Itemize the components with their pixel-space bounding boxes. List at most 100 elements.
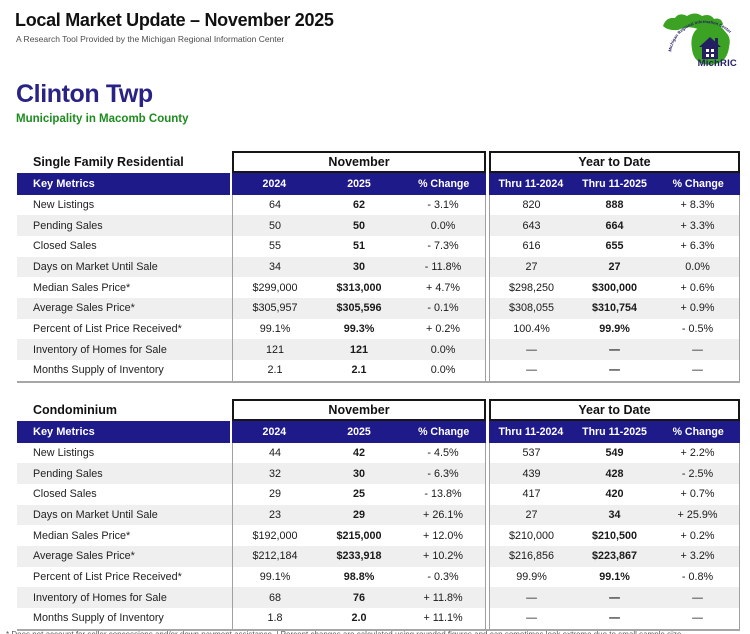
metric-label: Days on Market Until Sale [17, 256, 232, 278]
cell-ytd-change: — [692, 364, 703, 377]
cell-ytd-2025: $300,000 [591, 281, 638, 294]
col-header-2025: 2025 [347, 177, 371, 190]
cell-ytd-change: + 6.3% [680, 240, 715, 253]
table-row: Percent of List Price Received* 99.1% 98… [17, 566, 740, 588]
cell-month-change: - 0.3% [427, 570, 459, 583]
cell-month-2024: $212,184 [252, 550, 298, 563]
cell-month-2024: $192,000 [252, 529, 298, 542]
col-header-thru-2025: Thru 11-2025 [582, 177, 647, 190]
cell-month-change: 0.0% [430, 364, 456, 377]
location-type: Municipality in Macomb County [16, 113, 189, 125]
column-header-row: Key Metrics 2024 2025 % Change Thru 11-2… [17, 173, 740, 195]
cell-month-2025: 76 [352, 591, 365, 604]
table-row: New Listings 64 62 - 3.1% 820 888 + 8.3% [17, 194, 740, 216]
cell-month-change: - 13.8% [424, 488, 462, 501]
table-row: Closed Sales 29 25 - 13.8% 417 420 + 0.7… [17, 483, 740, 505]
table-row: Days on Market Until Sale 23 29 + 26.1% … [17, 504, 740, 526]
cell-ytd-change: + 0.2% [680, 529, 715, 542]
report-title: Local Market Update – November 2025 [15, 10, 334, 30]
metric-label: Average Sales Price* [17, 297, 232, 319]
table-row: Days on Market Until Sale 34 30 - 11.8% … [17, 256, 740, 278]
col-header-ytd-pct-change: % Change [672, 425, 724, 438]
cell-month-2025: 29 [352, 508, 365, 521]
cell-ytd-2025: 99.1% [599, 570, 630, 583]
cell-month-2025: 30 [352, 467, 365, 480]
cell-month-change: + 4.7% [426, 281, 460, 294]
cell-ytd-change: + 8.3% [680, 198, 715, 211]
cell-month-2024: 121 [265, 343, 284, 356]
michigan-map-icon: Michigan Regional Information Center [663, 13, 733, 65]
metric-label: Median Sales Price* [33, 281, 131, 294]
metric-label: New Listings [33, 198, 95, 211]
cell-month-2025: 99.3% [343, 322, 375, 335]
cell-month-2025: 2.1 [351, 364, 367, 377]
cell-ytd-2024: 616 [522, 240, 541, 253]
ytd-group-header: Year to Date [489, 399, 740, 421]
cell-ytd-2024: $298,250 [508, 281, 555, 294]
cell-month-2025: 50 [352, 219, 365, 232]
col-header-thru-2024: Thru 11-2024 [498, 177, 564, 190]
table-row: Median Sales Price* $299,000 $313,000 + … [17, 277, 740, 298]
cell-month-change: + 10.2% [423, 550, 463, 563]
cell-month-change: - 3.1% [427, 198, 459, 211]
cell-ytd-2024: 27 [525, 260, 538, 273]
cell-ytd-change: + 2.2% [680, 446, 715, 459]
col-header-2024: 2024 [262, 177, 287, 190]
table-row: New Listings 44 42 - 4.5% 537 549 + 2.2% [17, 442, 740, 464]
metric-label: Pending Sales [17, 463, 232, 484]
logo-label: MichRIC [697, 58, 737, 69]
cell-ytd-2025: 888 [605, 198, 624, 211]
cell-month-change: - 7.3% [427, 240, 459, 253]
metric-label: Closed Sales [33, 240, 97, 253]
table-row: Pending Sales 32 30 - 6.3% 439 428 - 2.5… [17, 463, 740, 484]
michric-logo: Michigan Regional Information Center Mic… [659, 4, 747, 70]
cell-ytd-2025: 549 [605, 446, 624, 459]
cell-month-2025: $215,000 [336, 529, 382, 542]
cell-ytd-2025: 99.9% [599, 322, 630, 335]
cell-month-2025: 62 [352, 198, 365, 211]
cell-ytd-2024: 100.4% [513, 322, 550, 335]
table-row: Median Sales Price* $192,000 $215,000 + … [17, 525, 740, 546]
cell-month-change: + 12.0% [423, 529, 463, 542]
cell-month-2024: 32 [268, 467, 281, 480]
cell-ytd-2024: 643 [522, 219, 541, 232]
month-group-header: November [232, 399, 486, 421]
cell-ytd-change: — [692, 612, 703, 625]
cell-month-2025: 51 [352, 240, 365, 253]
cell-month-2024: 64 [268, 198, 281, 211]
cell-ytd-2024: — [526, 343, 537, 356]
cell-month-2024: 23 [268, 508, 281, 521]
cell-month-2025: 98.8% [343, 570, 375, 583]
cell-ytd-2024: 27 [525, 508, 538, 521]
cell-ytd-2025: — [609, 591, 620, 604]
col-header-pct-change: % Change [418, 177, 470, 190]
cell-month-2024: 68 [268, 591, 281, 604]
cell-month-2025: $305,596 [336, 302, 382, 315]
cell-month-2024: 29 [268, 488, 281, 501]
cell-month-2024: $299,000 [252, 281, 298, 294]
ytd-group-header: Year to Date [489, 151, 740, 173]
col-header-thru-2025: Thru 11-2025 [582, 425, 647, 438]
table-title: Condominium [33, 403, 118, 417]
table-row: Average Sales Price* $305,957 $305,596 -… [17, 297, 740, 319]
cell-month-2024: 44 [268, 446, 281, 459]
table-row: Average Sales Price* $212,184 $233,918 +… [17, 545, 740, 567]
metric-label: Inventory of Homes for Sale [17, 339, 232, 360]
location-name: Clinton Twp [16, 80, 153, 108]
column-header-row: Key Metrics 2024 2025 % Change Thru 11-2… [17, 421, 740, 443]
cell-month-change: - 4.5% [427, 446, 459, 459]
cell-ytd-change: — [692, 343, 703, 356]
metric-label: Months Supply of Inventory [33, 364, 164, 377]
cell-month-change: - 11.8% [424, 260, 462, 273]
cell-ytd-2025: — [609, 364, 620, 377]
cell-month-2025: 30 [352, 260, 365, 273]
group-header-row: Single Family Residential November Year … [17, 151, 740, 173]
cell-ytd-2025: 655 [605, 240, 624, 253]
cell-ytd-2025: 664 [605, 219, 624, 232]
metric-label: Median Sales Price* [33, 529, 131, 542]
cell-ytd-2025: 420 [605, 488, 624, 501]
cell-month-2025: 121 [349, 343, 368, 356]
cell-ytd-2024: 99.9% [516, 570, 547, 583]
table-row: Months Supply of Inventory 2.1 2.1 0.0% … [17, 360, 740, 381]
metric-label: Percent of List Price Received* [33, 570, 182, 583]
